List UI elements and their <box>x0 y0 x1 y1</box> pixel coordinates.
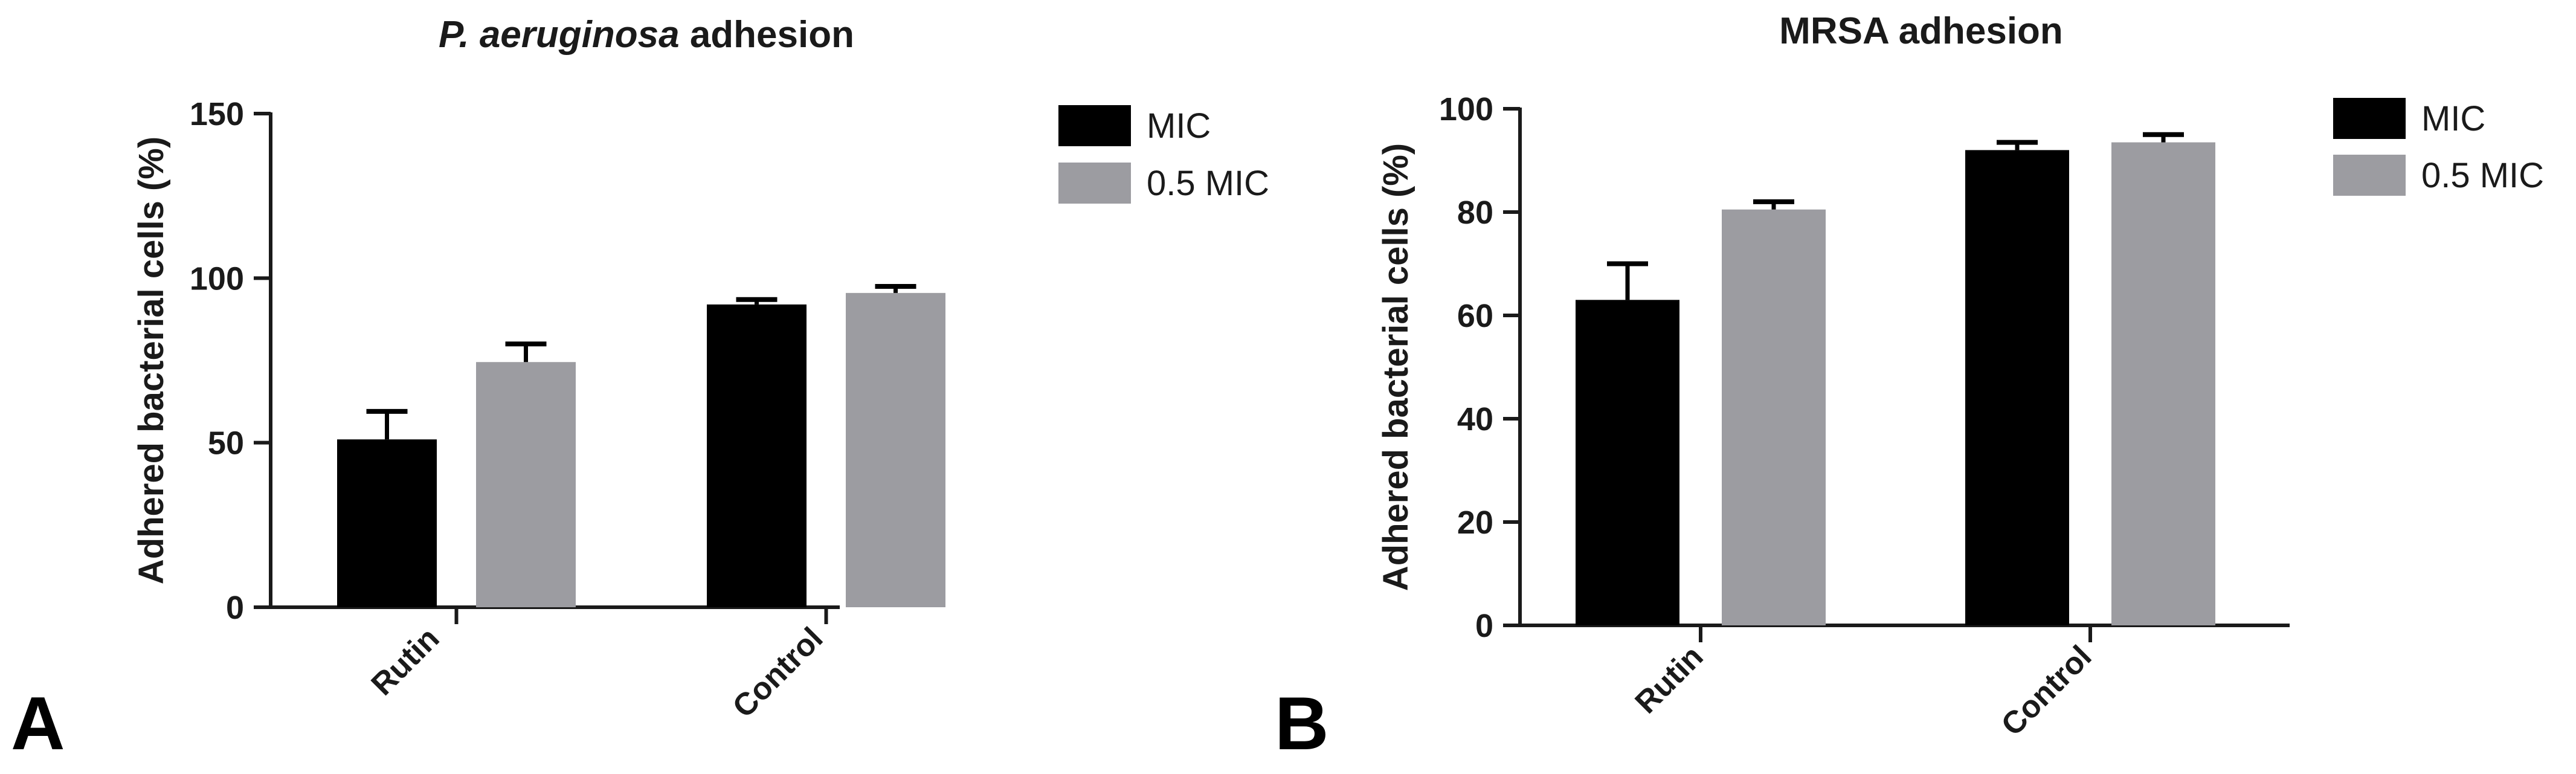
x-tick-label-control: Control <box>1995 639 2099 743</box>
x-tick-label-control: Control <box>726 621 830 724</box>
y-tick-label: 80 <box>1457 195 1493 231</box>
bar-control-mic <box>1965 150 2069 625</box>
bar-rutin-0-5-mic <box>1722 209 1826 626</box>
x-tick-label-rutin: Rutin <box>365 621 446 702</box>
legend-label: MIC <box>2421 99 2485 138</box>
panel-letter: B <box>1275 682 1329 766</box>
legend-swatch <box>1058 105 1131 146</box>
y-tick-label: 50 <box>208 425 244 462</box>
chart-title-italic: P. aeruginosa <box>439 14 680 56</box>
legend-swatch <box>2333 155 2406 196</box>
y-tick-label: 150 <box>190 96 244 132</box>
y-axis-label: Adhered bacterial cells (%) <box>1376 143 1415 591</box>
x-tick-label-rutin: Rutin <box>1629 639 1710 720</box>
y-tick-label: 0 <box>226 590 244 626</box>
bar-control-0-5-mic <box>846 292 945 607</box>
bar-rutin-mic <box>1576 300 1679 626</box>
legend-label: 0.5 MIC <box>1147 164 1269 203</box>
bar-control-0-5-mic <box>2111 142 2215 625</box>
legend-swatch <box>2333 98 2406 139</box>
bar-control-mic <box>707 304 807 607</box>
bar-rutin-mic <box>337 439 437 607</box>
chart-panel-b: MRSA adhesion Adhered bacterial cells (%)… <box>1275 10 2544 766</box>
legend-swatch <box>1058 163 1131 204</box>
y-tick-label: 40 <box>1457 401 1493 437</box>
legend-label: 0.5 MIC <box>2421 156 2544 195</box>
chart-title-rest: adhesion <box>680 14 854 56</box>
y-tick-label: 0 <box>1475 608 1493 644</box>
legend-label: MIC <box>1147 106 1211 146</box>
bar-rutin-0-5-mic <box>476 362 576 607</box>
chart-title: MRSA adhesion <box>1779 10 2063 52</box>
chart-panel-a: P. aeruginosa adhesion Adhered bacterial … <box>11 14 1269 766</box>
y-axis-label: Adhered bacterial cells (%) <box>132 137 171 584</box>
y-tick-label: 100 <box>190 260 244 297</box>
y-tick-label: 20 <box>1457 505 1493 541</box>
y-tick-label: 60 <box>1457 298 1493 334</box>
chart-title: P. aeruginosa adhesion <box>439 14 854 56</box>
y-tick-label: 100 <box>1439 91 1493 127</box>
panel-letter: A <box>11 682 65 766</box>
